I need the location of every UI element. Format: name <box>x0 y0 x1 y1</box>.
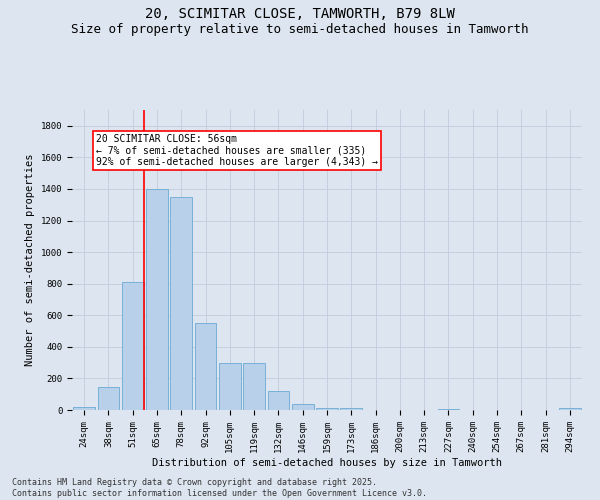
Text: 20 SCIMITAR CLOSE: 56sqm
← 7% of semi-detached houses are smaller (335)
92% of s: 20 SCIMITAR CLOSE: 56sqm ← 7% of semi-de… <box>96 134 378 167</box>
Text: Contains HM Land Registry data © Crown copyright and database right 2025.
Contai: Contains HM Land Registry data © Crown c… <box>12 478 427 498</box>
Bar <box>194 323 217 410</box>
Bar <box>340 408 362 410</box>
Bar <box>316 408 338 410</box>
Bar <box>170 197 192 410</box>
Bar <box>219 364 241 410</box>
Text: 20, SCIMITAR CLOSE, TAMWORTH, B79 8LW: 20, SCIMITAR CLOSE, TAMWORTH, B79 8LW <box>145 8 455 22</box>
Y-axis label: Number of semi-detached properties: Number of semi-detached properties <box>25 154 35 366</box>
Bar <box>243 364 265 410</box>
Bar <box>559 408 581 410</box>
Bar <box>437 409 460 410</box>
Bar <box>122 282 143 410</box>
Text: Size of property relative to semi-detached houses in Tamworth: Size of property relative to semi-detach… <box>71 22 529 36</box>
Bar <box>292 404 314 410</box>
Bar <box>268 391 289 410</box>
Bar <box>73 407 95 410</box>
X-axis label: Distribution of semi-detached houses by size in Tamworth: Distribution of semi-detached houses by … <box>152 458 502 468</box>
Bar <box>146 189 168 410</box>
Bar <box>97 387 119 410</box>
